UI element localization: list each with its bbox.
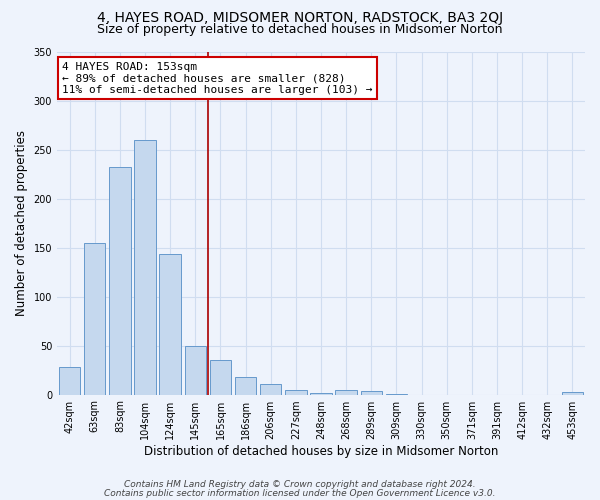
Bar: [260, 384, 281, 394]
Bar: [59, 367, 80, 394]
Bar: [109, 167, 131, 394]
Bar: [361, 390, 382, 394]
Bar: [310, 392, 332, 394]
Text: 4 HAYES ROAD: 153sqm
← 89% of detached houses are smaller (828)
11% of semi-deta: 4 HAYES ROAD: 153sqm ← 89% of detached h…: [62, 62, 373, 95]
Bar: [185, 346, 206, 395]
X-axis label: Distribution of detached houses by size in Midsomer Norton: Distribution of detached houses by size …: [144, 444, 498, 458]
Text: Contains HM Land Registry data © Crown copyright and database right 2024.: Contains HM Land Registry data © Crown c…: [124, 480, 476, 489]
Bar: [160, 254, 181, 394]
Bar: [235, 377, 256, 394]
Bar: [134, 140, 156, 394]
Bar: [335, 390, 357, 394]
Bar: [210, 360, 231, 394]
Y-axis label: Number of detached properties: Number of detached properties: [15, 130, 28, 316]
Text: 4, HAYES ROAD, MIDSOMER NORTON, RADSTOCK, BA3 2QJ: 4, HAYES ROAD, MIDSOMER NORTON, RADSTOCK…: [97, 11, 503, 25]
Text: Size of property relative to detached houses in Midsomer Norton: Size of property relative to detached ho…: [97, 22, 503, 36]
Text: Contains public sector information licensed under the Open Government Licence v3: Contains public sector information licen…: [104, 488, 496, 498]
Bar: [84, 242, 106, 394]
Bar: [285, 390, 307, 394]
Bar: [562, 392, 583, 394]
